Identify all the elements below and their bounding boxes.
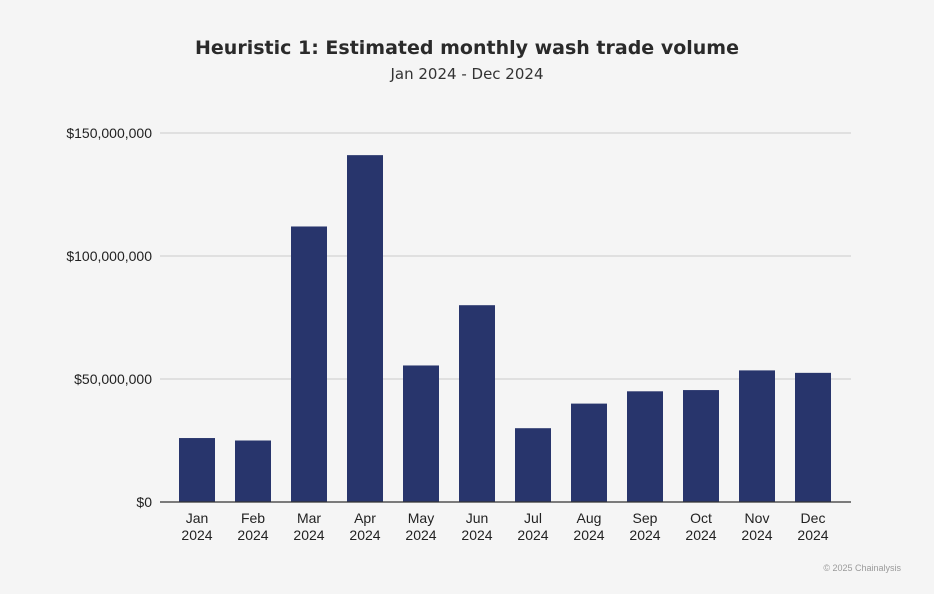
bar-aug xyxy=(571,403,607,502)
y-tick-label: $150,000,000 xyxy=(66,125,152,141)
chart-title: Heuristic 1: Estimated monthly wash trad… xyxy=(195,37,739,59)
bar-may xyxy=(403,365,439,502)
bar-jul xyxy=(515,428,551,502)
x-tick-label-year: 2024 xyxy=(237,527,268,543)
bar-sep xyxy=(627,391,663,502)
x-tick-label-month: Feb xyxy=(241,510,265,526)
x-tick-label-year: 2024 xyxy=(181,527,212,543)
bar-nov xyxy=(739,370,775,502)
bar-oct xyxy=(683,390,719,502)
x-tick-label-month: Sep xyxy=(633,510,658,526)
x-tick-label-year: 2024 xyxy=(405,527,436,543)
x-tick-label-month: Mar xyxy=(297,510,321,526)
bar-apr xyxy=(347,155,383,502)
bar-mar xyxy=(291,226,327,503)
x-tick-label-year: 2024 xyxy=(573,527,604,543)
x-tick-label-year: 2024 xyxy=(517,527,548,543)
x-tick-label-month: Jan xyxy=(186,510,209,526)
bar-feb xyxy=(235,440,271,502)
bar-jan xyxy=(179,438,215,502)
x-tick-label-month: Apr xyxy=(354,510,376,526)
x-tick-label-month: Oct xyxy=(690,510,712,526)
x-tick-label-year: 2024 xyxy=(293,527,324,543)
chart-subtitle: Jan 2024 - Dec 2024 xyxy=(390,65,544,83)
x-tick-label-month: Nov xyxy=(745,510,770,526)
x-tick-label-year: 2024 xyxy=(461,527,492,543)
bar-jun xyxy=(459,305,495,502)
y-tick-label: $100,000,000 xyxy=(66,248,152,264)
x-tick-label-month: May xyxy=(408,510,434,526)
x-tick-label-year: 2024 xyxy=(629,527,660,543)
x-tick-label-month: Jun xyxy=(466,510,489,526)
x-tick-label-year: 2024 xyxy=(349,527,380,543)
x-tick-label-year: 2024 xyxy=(685,527,716,543)
bar-dec xyxy=(795,372,831,502)
y-tick-label: $50,000,000 xyxy=(74,371,152,387)
x-tick-label-year: 2024 xyxy=(797,527,828,543)
x-tick-label-month: Aug xyxy=(577,510,602,526)
x-tick-label-month: Dec xyxy=(801,510,826,526)
copyright-footer: © 2025 Chainalysis xyxy=(823,563,901,573)
x-tick-label-year: 2024 xyxy=(741,527,772,543)
x-tick-label-month: Jul xyxy=(524,510,542,526)
y-tick-label: $0 xyxy=(136,494,152,510)
